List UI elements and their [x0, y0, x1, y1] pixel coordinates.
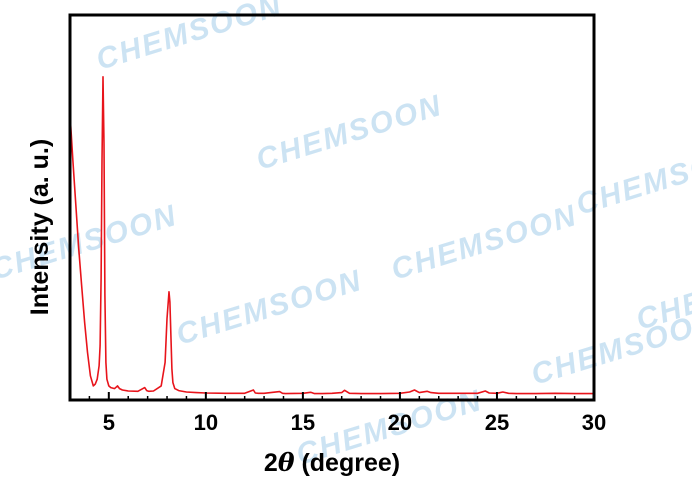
x-tick-label: 5: [103, 410, 115, 435]
x-tick-label: 10: [194, 410, 218, 435]
x-tick-label: 25: [485, 410, 509, 435]
x-tick-label: 15: [291, 410, 315, 435]
x-axis-ticks: 5 10 15 20 25 30: [69, 392, 606, 435]
x-axis-title-suffix: (degree): [295, 449, 401, 477]
plot-frame: [68, 13, 596, 402]
watermark-text: CHEMSOON: [572, 134, 692, 222]
x-tick-label: 20: [388, 410, 412, 435]
x-axis-title: 2θ (degree): [264, 448, 400, 477]
watermark-text: CHEMSOON: [632, 249, 692, 337]
series-line: [69, 76, 594, 395]
y-axis-title: Intensity (a. u.): [26, 139, 54, 315]
x-axis-title-symbol: θ: [278, 448, 295, 477]
watermark-text: CHEMSOON: [387, 199, 581, 287]
watermark-text: CHEMSOON: [172, 264, 366, 352]
watermark-text: CHEMSOON: [92, 0, 286, 77]
x-tick-label: 30: [582, 410, 606, 435]
x-axis-title-prefix: 2: [264, 449, 278, 477]
watermark-text: CHEMSOON: [252, 89, 446, 177]
